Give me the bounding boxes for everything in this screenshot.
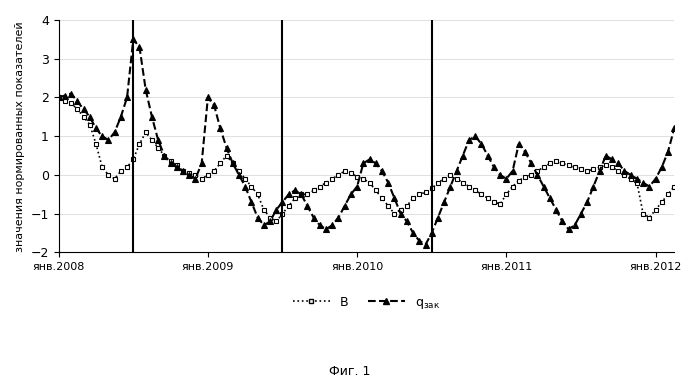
B xyxy=(272,219,280,224)
$q_{зак}$ xyxy=(377,169,386,173)
B xyxy=(626,177,635,181)
$q_{зак}$ xyxy=(421,242,430,247)
$q_{зак}$ xyxy=(55,95,63,100)
Line: B: B xyxy=(56,95,677,224)
B xyxy=(377,196,386,200)
$q_{зак}$ xyxy=(179,169,187,173)
Legend: B, q$_{\mathregular{зак}}$: B, q$_{\mathregular{зак}}$ xyxy=(288,291,445,316)
$q_{зак}$ xyxy=(651,177,660,181)
$q_{зак}$ xyxy=(670,126,679,131)
$q_{зак}$ xyxy=(434,215,442,220)
B xyxy=(55,95,63,100)
Line: $q_{зак}$: $q_{зак}$ xyxy=(56,37,677,247)
Text: Фиг. 1: Фиг. 1 xyxy=(329,365,370,378)
$q_{зак}$ xyxy=(633,177,641,181)
B xyxy=(428,186,436,191)
B xyxy=(645,215,654,220)
B xyxy=(173,163,181,168)
$q_{зак}$ xyxy=(129,37,138,42)
B xyxy=(670,184,679,189)
$q_{зак}$ xyxy=(203,95,212,100)
Y-axis label: значения нормированных показателей: значения нормированных показателей xyxy=(15,21,25,252)
B xyxy=(198,177,206,181)
